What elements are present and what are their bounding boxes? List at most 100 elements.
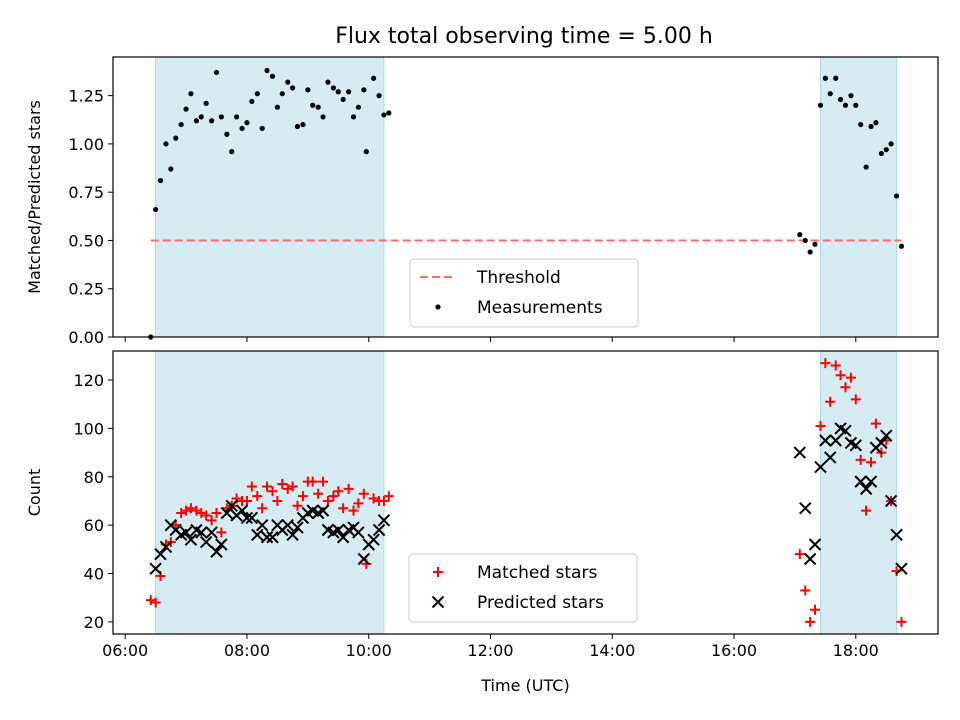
measurement-point [320, 114, 326, 120]
matched-star-point [805, 616, 816, 627]
y-tick-label: 100 [73, 419, 104, 438]
y-tick-label: 1.00 [68, 135, 104, 154]
chart-title: Flux total observing time = 5.00 h [335, 24, 713, 49]
predicted-star-point [154, 547, 167, 561]
y-tick-label: 0.50 [68, 231, 104, 250]
matched-star-point [297, 491, 308, 502]
y-tick-label: 1.25 [68, 87, 104, 106]
measurement-point [797, 232, 803, 238]
predicted-star-point [220, 506, 234, 520]
observing-span [819, 350, 898, 635]
predicted-star-point [799, 502, 812, 515]
measurement-point [817, 102, 824, 108]
matched-star-point [170, 520, 181, 531]
matched-star-point [262, 481, 273, 492]
matched-star-point [318, 476, 329, 487]
matched-star-point [313, 488, 324, 499]
predicted-star-point [839, 424, 852, 438]
matched-star-point [211, 508, 222, 519]
matched-star-point [825, 396, 836, 407]
y-axis-label: Count [25, 469, 44, 517]
matched-star-point [145, 595, 156, 606]
measurement-point [209, 118, 215, 124]
legend-box [409, 258, 639, 328]
measurement-point [346, 89, 352, 95]
matched-star-point [896, 616, 907, 627]
measurement-point [163, 141, 169, 147]
measurement-point [224, 131, 230, 137]
matched-star-point [810, 604, 821, 615]
predicted-star-point [179, 526, 193, 539]
predicted-star-point [316, 504, 330, 517]
predicted-star-point [895, 562, 908, 575]
x-tick-label: 10:00 [346, 641, 392, 660]
measurement-point [193, 118, 200, 124]
predicted-star-point [808, 538, 822, 551]
measurement-point [233, 114, 240, 120]
measurement-point [173, 135, 179, 141]
measurement-point [350, 114, 357, 120]
x-tick-label: 06:00 [102, 641, 148, 660]
matched-star-point [358, 488, 369, 499]
predicted-star-point [864, 475, 878, 488]
measurement-point [868, 123, 874, 130]
predicted-star-point [336, 531, 350, 544]
measurement-point [279, 91, 285, 97]
predicted-star-point [215, 538, 228, 551]
matched-star-point [272, 495, 283, 506]
measurement-point [178, 121, 184, 128]
matched-star-point [383, 491, 394, 502]
matched-star-point [292, 500, 303, 511]
y-tick-label: 80 [84, 468, 104, 487]
observing-span [155, 56, 385, 338]
measurement-point [315, 104, 321, 110]
y-tick-label: 20 [84, 613, 104, 632]
measurement-point [822, 75, 828, 81]
measurement-point [376, 93, 382, 99]
predicted-star-point [266, 531, 279, 544]
predicted-star-point [149, 562, 162, 575]
measurement-point [812, 241, 818, 247]
measurement-point [898, 243, 905, 249]
predicted-star-point [245, 511, 259, 525]
measurement-point [888, 141, 894, 147]
predicted-star-point [240, 511, 254, 525]
x-tick-label: 16:00 [711, 641, 757, 660]
predicted-star-point [205, 526, 218, 539]
measurement-point [168, 166, 174, 172]
predicted-star-point [357, 552, 371, 566]
measurement-point [264, 67, 270, 74]
predicted-star-point [195, 526, 208, 539]
matched-star-point [333, 486, 344, 497]
predicted-star-point [377, 514, 391, 527]
measurement-point [305, 87, 311, 93]
predicted-star-point [849, 439, 863, 452]
top-panel: 0.00 0.25 0.50 0.75 1.00 1.25 Matched/Predicte… [25, 56, 939, 347]
measurement-point [381, 112, 387, 118]
plot-frame [112, 56, 939, 338]
matched-star-point [185, 503, 196, 514]
predicted-star-point [199, 535, 213, 549]
matched-star-point [343, 483, 354, 494]
predicted-star-point [286, 528, 299, 542]
measurement-point [153, 206, 159, 213]
predicted-star-point [803, 552, 817, 566]
predicted-star-point [255, 518, 269, 532]
measurement-point [853, 102, 859, 108]
matched-star-point [246, 481, 257, 492]
measurement-point [807, 249, 813, 255]
predicted-star-point [251, 528, 264, 542]
measurement-point [873, 120, 879, 126]
measurement-point [310, 102, 316, 108]
measurement-point [294, 123, 301, 130]
predicted-star-point [210, 545, 223, 558]
measurement-point [259, 125, 265, 132]
predicted-star-point [884, 494, 898, 508]
y-tick-label: 40 [84, 565, 104, 584]
measurement-point [827, 91, 833, 97]
matched-star-point [794, 549, 805, 560]
measurement-point [188, 91, 194, 97]
predicted-star-point [367, 533, 380, 546]
y-tick-label: 120 [73, 371, 104, 390]
